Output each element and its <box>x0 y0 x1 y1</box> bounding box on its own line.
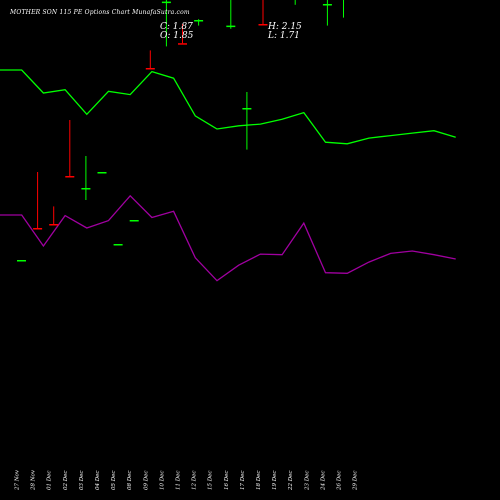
x-tick-label: 08 Dec <box>127 471 133 491</box>
candle <box>161 0 171 47</box>
candle <box>322 0 332 26</box>
candle <box>97 172 107 174</box>
candle-body-down <box>178 43 187 45</box>
x-tick-label: 01 Dec <box>47 471 53 491</box>
candle-body-up <box>129 220 139 222</box>
candle-body-up <box>242 108 252 110</box>
candle <box>194 19 204 26</box>
candle <box>145 50 155 70</box>
x-tick-label: 10 Dec <box>159 471 165 491</box>
open-value: O: 1.85 <box>160 31 194 41</box>
candle-body-up <box>161 1 171 4</box>
purple-indicator-line <box>0 194 456 282</box>
candle-body-down <box>145 68 155 70</box>
candles-group <box>17 0 344 262</box>
x-tick-label: 05 Dec <box>111 471 117 491</box>
candle <box>294 0 296 5</box>
high-value: H: 2.15 <box>268 22 302 32</box>
x-tick-label: 04 Dec <box>95 471 101 491</box>
green-indicator-line <box>0 69 456 145</box>
close-value: C: 1.87 <box>160 22 193 32</box>
candle-body-up <box>322 4 332 6</box>
candle <box>113 244 123 246</box>
candle-body-down <box>33 228 43 230</box>
candle-body-down <box>258 24 268 26</box>
x-axis-ticks: 27 Nov 28 Nov 01 Dec 02 Dec 03 Dec 04 Dec 05 D… <box>15 469 359 491</box>
x-tick-label: 19 Dec <box>272 471 278 491</box>
candle <box>258 0 268 26</box>
candle <box>343 0 344 18</box>
candle-body-down <box>65 176 75 178</box>
candle <box>17 260 26 262</box>
candle <box>81 156 91 200</box>
x-tick-label: 26 Dec <box>337 471 343 492</box>
x-tick-label: 02 Dec <box>63 471 69 491</box>
x-tick-label: 12 Dec <box>192 471 198 491</box>
candle <box>226 0 236 29</box>
chart-title: MOTHER SON 115 PE Options Chart MunafaSu… <box>10 9 190 16</box>
x-tick-label: 22 Dec <box>288 471 294 492</box>
x-tick-label: 27 Nov <box>15 469 21 491</box>
x-tick-label: 24 Dec <box>320 471 326 492</box>
candle-body-up <box>97 172 107 174</box>
x-tick-label: 11 Dec <box>176 471 182 491</box>
candle-body-up <box>226 25 236 28</box>
low-value: L: 1.71 <box>268 31 300 41</box>
candle <box>178 24 187 45</box>
x-tick-label: 09 Dec <box>143 471 149 491</box>
x-tick-label: 16 Dec <box>224 471 230 491</box>
candle-body-up <box>17 260 26 262</box>
candle <box>49 206 59 226</box>
x-tick-label: 17 Dec <box>240 471 246 491</box>
x-tick-label: 18 Dec <box>256 471 262 491</box>
x-tick-label: 29 Dec <box>353 471 359 492</box>
candle-body-up <box>194 20 204 22</box>
candle-body-up <box>113 244 123 246</box>
candle <box>242 92 252 150</box>
candle <box>33 172 43 230</box>
x-tick-label: 15 Dec <box>208 471 214 491</box>
candle-body-down <box>49 224 59 226</box>
x-tick-label: 23 Dec <box>304 471 310 492</box>
candle <box>65 120 75 178</box>
x-tick-label: 03 Dec <box>79 471 85 491</box>
candle-body-up <box>81 188 91 190</box>
x-tick-label: 28 Nov <box>31 469 37 491</box>
candle <box>129 220 139 222</box>
